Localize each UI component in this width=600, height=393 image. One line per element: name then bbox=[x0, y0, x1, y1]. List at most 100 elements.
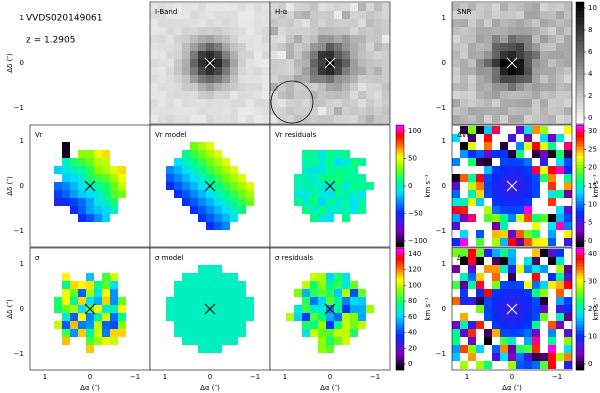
pixel bbox=[166, 297, 174, 305]
pixel bbox=[198, 19, 206, 27]
pixel bbox=[516, 115, 524, 123]
pixel bbox=[62, 313, 70, 321]
colorbar-step bbox=[576, 140, 584, 144]
pixel bbox=[452, 222, 460, 230]
pixel bbox=[230, 273, 238, 281]
pixel bbox=[468, 182, 476, 190]
pixel bbox=[540, 289, 548, 297]
pixel bbox=[548, 91, 556, 99]
colorbar-step bbox=[576, 14, 584, 18]
pixel bbox=[222, 107, 230, 115]
pixel bbox=[214, 214, 222, 222]
pixel bbox=[476, 51, 484, 59]
colorbar-step bbox=[576, 195, 584, 199]
pixel bbox=[222, 91, 230, 99]
pixel bbox=[158, 107, 166, 115]
pixel bbox=[198, 297, 206, 305]
pixel bbox=[310, 305, 318, 313]
pixel bbox=[334, 174, 342, 182]
pixel bbox=[564, 51, 572, 59]
pixel bbox=[524, 190, 532, 198]
pixel bbox=[548, 249, 556, 257]
pixel bbox=[548, 353, 556, 361]
pixel bbox=[246, 51, 254, 59]
pixel bbox=[286, 115, 294, 123]
pixel bbox=[500, 166, 508, 174]
pixel bbox=[548, 198, 556, 206]
colorbar-step bbox=[576, 366, 584, 371]
pixel bbox=[70, 182, 78, 190]
pixel bbox=[342, 337, 350, 345]
pixel bbox=[174, 321, 182, 329]
pixel bbox=[198, 158, 206, 166]
pixel bbox=[556, 158, 564, 166]
pixel bbox=[484, 51, 492, 59]
pixel bbox=[484, 115, 492, 123]
pixel bbox=[222, 166, 230, 174]
pixel bbox=[476, 190, 484, 198]
colorbar-step bbox=[576, 26, 584, 30]
panel: Vr bbox=[29, 124, 151, 248]
pixel bbox=[556, 190, 564, 198]
pixel bbox=[150, 11, 158, 19]
colorbar-step bbox=[576, 272, 584, 276]
pixel bbox=[564, 182, 572, 190]
pixel bbox=[460, 361, 468, 369]
pixel bbox=[326, 67, 334, 75]
x-tick-label: 0 bbox=[88, 373, 92, 381]
x-tick-label: 1 bbox=[163, 373, 167, 381]
pixel bbox=[460, 321, 468, 329]
pixel bbox=[270, 43, 278, 51]
colorbar-step bbox=[576, 363, 584, 368]
pixel bbox=[238, 91, 246, 99]
y-axis-label: Δδ (″) bbox=[6, 53, 14, 73]
pixel bbox=[350, 43, 358, 51]
pixel bbox=[150, 27, 158, 35]
pixel bbox=[532, 75, 540, 83]
colorbar-tick-label: 120 bbox=[408, 266, 421, 274]
pixel bbox=[254, 67, 262, 75]
pixel bbox=[214, 329, 222, 337]
pixel bbox=[190, 27, 198, 35]
pixel bbox=[524, 305, 532, 313]
pixel bbox=[524, 67, 532, 75]
pixel bbox=[62, 297, 70, 305]
colorbar-step bbox=[396, 284, 404, 288]
pixel bbox=[286, 91, 294, 99]
pixel bbox=[78, 150, 86, 158]
pixel bbox=[206, 337, 214, 345]
pixel bbox=[492, 182, 500, 190]
pixel bbox=[524, 134, 532, 142]
pixel bbox=[484, 107, 492, 115]
pixel bbox=[174, 99, 182, 107]
pixel bbox=[246, 198, 254, 206]
pixel bbox=[516, 11, 524, 19]
pixel bbox=[476, 75, 484, 83]
colorbar-step bbox=[576, 56, 584, 61]
pixel bbox=[190, 3, 198, 11]
pixel bbox=[460, 273, 468, 281]
pixel bbox=[222, 51, 230, 59]
pixel bbox=[222, 313, 230, 321]
pixel bbox=[452, 190, 460, 198]
pixel bbox=[460, 67, 468, 75]
colorbar-step bbox=[396, 204, 404, 208]
pixel bbox=[524, 353, 532, 361]
pixel bbox=[564, 11, 572, 19]
pixel bbox=[508, 27, 516, 35]
pixel bbox=[70, 174, 78, 182]
pixel bbox=[516, 27, 524, 35]
pixel bbox=[508, 75, 516, 83]
colorbar-step bbox=[576, 69, 584, 73]
pixel bbox=[358, 198, 366, 206]
pixel bbox=[190, 107, 198, 115]
pixel bbox=[350, 91, 358, 99]
pixel bbox=[492, 329, 500, 337]
pixel bbox=[468, 321, 476, 329]
pixel bbox=[508, 134, 516, 142]
colorbar-step bbox=[396, 312, 404, 316]
pixel bbox=[540, 305, 548, 313]
pixel bbox=[492, 345, 500, 353]
x-axis-label: Δα (″) bbox=[502, 384, 522, 392]
pixel bbox=[548, 238, 556, 246]
